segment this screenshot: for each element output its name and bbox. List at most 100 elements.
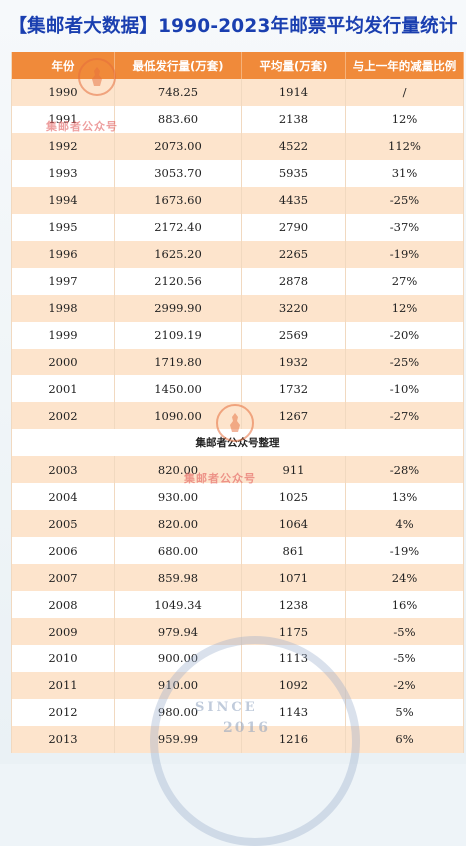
cell-year: 2001 bbox=[12, 375, 115, 403]
table-row: 1998 2999.90 3220 12% bbox=[12, 294, 464, 322]
seal-since-text: SINCE bbox=[195, 700, 258, 715]
table-row: 1991 883.60 2138 12% bbox=[12, 105, 464, 133]
cell-year: 2009 bbox=[12, 618, 115, 646]
source-note: 集邮者公众号整理 bbox=[12, 429, 464, 457]
cell-year: 1992 bbox=[12, 132, 115, 160]
header-min-issue: 最低发行量(万套) bbox=[115, 52, 242, 79]
table-row: 2003 820.00 911 -28% bbox=[12, 456, 464, 484]
page-title: 【集邮者大数据】1990-2023年邮票平均发行量统计 bbox=[8, 16, 458, 37]
cell-year: 2006 bbox=[12, 537, 115, 565]
cell-year: 1994 bbox=[12, 186, 115, 214]
table-row: 1999 2109.19 2569 -20% bbox=[12, 321, 464, 349]
table-row: 2006 680.00 861 -19% bbox=[12, 537, 464, 565]
cell-min-issue: 883.60 bbox=[115, 105, 242, 133]
cell-year: 2008 bbox=[12, 591, 115, 619]
cell-average: 1175 bbox=[242, 618, 346, 646]
cell-change-ratio: -5% bbox=[346, 618, 464, 646]
table-row: 1992 2073.00 4522 112% bbox=[12, 132, 464, 160]
cell-min-issue: 820.00 bbox=[115, 510, 242, 538]
cell-average: 4522 bbox=[242, 132, 346, 160]
cell-average: 5935 bbox=[242, 159, 346, 187]
seal-year-text: 2016 bbox=[223, 720, 270, 736]
header-change-ratio: 与上一年的减量比例 bbox=[346, 52, 464, 79]
cell-change-ratio: 4% bbox=[346, 510, 464, 538]
cell-min-issue: 859.98 bbox=[115, 564, 242, 592]
cell-year: 2013 bbox=[12, 725, 115, 753]
table-row: 1995 2172.40 2790 -37% bbox=[12, 213, 464, 241]
figure-icon bbox=[92, 67, 102, 86]
cell-change-ratio: -37% bbox=[346, 213, 464, 241]
cell-min-issue: 1625.20 bbox=[115, 240, 242, 268]
table-row: 1994 1673.60 4435 -25% bbox=[12, 186, 464, 214]
cell-average: 4435 bbox=[242, 186, 346, 214]
cell-change-ratio: 24% bbox=[346, 564, 464, 592]
cell-average: 1732 bbox=[242, 375, 346, 403]
watermark-top: 集邮者公众号 bbox=[46, 120, 118, 133]
table-row: 2007 859.98 1071 24% bbox=[12, 564, 464, 592]
cell-change-ratio: -25% bbox=[346, 186, 464, 214]
cell-year: 2002 bbox=[12, 402, 115, 430]
cell-year: 1995 bbox=[12, 213, 115, 241]
cell-min-issue: 1673.60 bbox=[115, 186, 242, 214]
cell-average: 861 bbox=[242, 537, 346, 565]
cell-average: 1267 bbox=[242, 402, 346, 430]
cell-change-ratio: 16% bbox=[346, 591, 464, 619]
cell-change-ratio: -25% bbox=[346, 348, 464, 376]
cell-average: 1914 bbox=[242, 79, 346, 106]
cell-change-ratio: -19% bbox=[346, 537, 464, 565]
cell-average: 2790 bbox=[242, 213, 346, 241]
watermark-middle: 集邮者公众号 bbox=[184, 472, 256, 485]
cell-min-issue: 930.00 bbox=[115, 483, 242, 511]
cell-year: 1990 bbox=[12, 79, 115, 106]
cell-average: 2569 bbox=[242, 321, 346, 349]
cell-year: 2010 bbox=[12, 645, 115, 672]
cell-min-issue: 1049.34 bbox=[115, 591, 242, 619]
cell-min-issue: 2073.00 bbox=[115, 132, 242, 160]
cell-year: 1998 bbox=[12, 294, 115, 322]
seal-stamp-icon-middle bbox=[216, 404, 254, 442]
table-row: 1993 3053.70 5935 31% bbox=[12, 159, 464, 187]
cell-average: 911 bbox=[242, 456, 346, 484]
cell-min-issue: 2120.56 bbox=[115, 267, 242, 295]
figure-icon bbox=[230, 413, 240, 432]
cell-change-ratio: 12% bbox=[346, 294, 464, 322]
cell-average: 1932 bbox=[242, 348, 346, 376]
cell-change-ratio: 13% bbox=[346, 483, 464, 511]
cell-change-ratio: 112% bbox=[346, 132, 464, 160]
cell-year: 2011 bbox=[12, 671, 115, 699]
cell-average: 1238 bbox=[242, 591, 346, 619]
cell-change-ratio: -27% bbox=[346, 402, 464, 430]
cell-average: 3220 bbox=[242, 294, 346, 322]
cell-change-ratio: 31% bbox=[346, 159, 464, 187]
cell-min-issue: 2109.19 bbox=[115, 321, 242, 349]
cell-min-issue: 2999.90 bbox=[115, 294, 242, 322]
cell-min-issue: 820.00 bbox=[115, 456, 242, 484]
cell-min-issue: 3053.70 bbox=[115, 159, 242, 187]
cell-change-ratio: -2% bbox=[346, 671, 464, 699]
cell-average: 2265 bbox=[242, 240, 346, 268]
table-row: 2008 1049.34 1238 16% bbox=[12, 591, 464, 619]
table-row: 1996 1625.20 2265 -19% bbox=[12, 240, 464, 268]
header-average: 平均量(万套) bbox=[242, 52, 346, 79]
cell-average: 2138 bbox=[242, 105, 346, 133]
header-year: 年份 bbox=[12, 52, 115, 79]
cell-year: 2000 bbox=[12, 348, 115, 376]
cell-change-ratio: -19% bbox=[346, 240, 464, 268]
table-row: 1997 2120.56 2878 27% bbox=[12, 267, 464, 295]
cell-average: 2878 bbox=[242, 267, 346, 295]
cell-change-ratio: -5% bbox=[346, 645, 464, 672]
cell-year: 1997 bbox=[12, 267, 115, 295]
cell-min-issue: 979.94 bbox=[115, 618, 242, 646]
cell-change-ratio: 6% bbox=[346, 725, 464, 753]
cell-average: 1071 bbox=[242, 564, 346, 592]
seal-stamp-icon bbox=[78, 58, 116, 96]
cell-average: 1064 bbox=[242, 510, 346, 538]
cell-min-issue: 1450.00 bbox=[115, 375, 242, 403]
cell-year: 2004 bbox=[12, 483, 115, 511]
cell-year: 1996 bbox=[12, 240, 115, 268]
table-header: 年份 最低发行量(万套) 平均量(万套) 与上一年的减量比例 bbox=[12, 52, 464, 79]
cell-change-ratio: / bbox=[346, 79, 464, 106]
cell-change-ratio: -20% bbox=[346, 321, 464, 349]
cell-average: 1025 bbox=[242, 483, 346, 511]
cell-min-issue: 2172.40 bbox=[115, 213, 242, 241]
